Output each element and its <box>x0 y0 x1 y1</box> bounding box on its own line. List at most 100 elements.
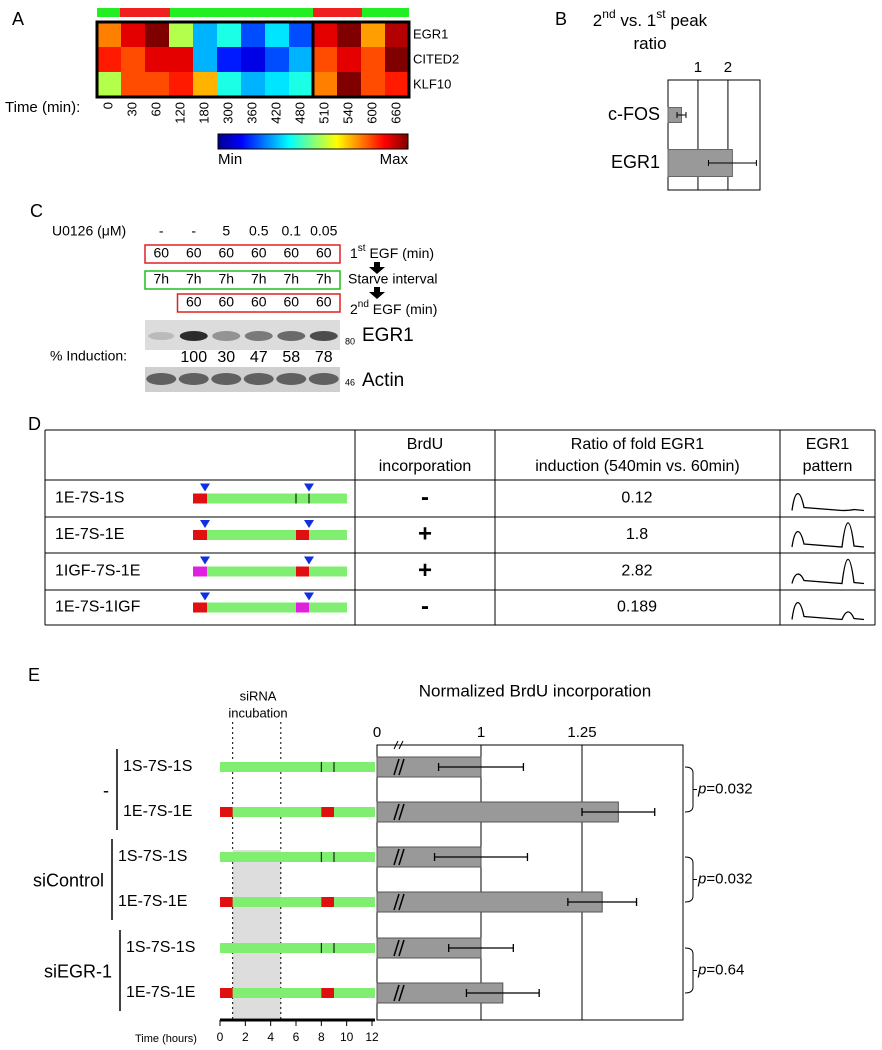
error-bar <box>437 763 525 771</box>
heatmap-cell <box>289 47 314 73</box>
size-marker: 80 <box>345 336 355 346</box>
induction-value: 30 <box>217 349 235 366</box>
column-header: BrdU <box>407 436 443 453</box>
heatmap-cell <box>97 22 122 48</box>
egf-time: 60 <box>186 245 202 261</box>
time-tick-label: 480 <box>292 102 307 124</box>
plot-frame <box>667 79 761 191</box>
egf-box <box>144 244 341 264</box>
blot-band <box>277 331 306 341</box>
schematic-pulse <box>193 530 207 540</box>
schematic-bar <box>193 530 347 540</box>
sample-marker <box>200 592 210 601</box>
brdu-sign: + <box>418 557 432 584</box>
egf-box <box>176 293 341 313</box>
brdu-sign: + <box>418 520 432 547</box>
row-label: 1S-7S-1S <box>123 758 192 775</box>
p-symbol: p <box>697 961 706 978</box>
axis-break <box>393 984 405 1002</box>
heatmap-cell <box>337 72 362 98</box>
heatmap-cell <box>385 72 410 98</box>
axis-break <box>393 740 404 750</box>
starve-label: Starve interval <box>348 271 437 287</box>
egr1-pattern <box>791 522 865 548</box>
axis-break <box>393 758 405 776</box>
incubation-label: siRNA <box>240 688 277 703</box>
x-tick-label: 0 <box>373 724 381 741</box>
induction-value: 58 <box>282 349 300 366</box>
colorbar <box>217 133 409 150</box>
dose-label: 0.1 <box>282 223 302 239</box>
heatmap-cell <box>121 72 146 98</box>
heatmap-cell <box>169 22 194 48</box>
text-part: nd <box>602 7 615 21</box>
heatmap-cell <box>361 22 386 48</box>
time-tick-label: 2 <box>242 1030 249 1044</box>
heatmap-cell <box>289 72 314 98</box>
panel-label: B <box>555 9 567 29</box>
column-header: pattern <box>803 458 853 475</box>
schematic-pulse <box>296 602 309 613</box>
dose-label: - <box>159 223 164 239</box>
sample-marker <box>200 556 210 565</box>
time-tick-label: 0 <box>217 1030 224 1044</box>
schematic-bar <box>193 493 347 504</box>
schematic-pulse <box>296 566 309 577</box>
heatmap-cell <box>313 47 338 73</box>
heatmap-cell <box>193 22 218 48</box>
arrow <box>369 262 385 274</box>
schematic-bar <box>220 943 375 953</box>
axis-break <box>393 939 405 957</box>
starve-time: 7h <box>283 271 299 287</box>
schematic-bar <box>220 988 375 998</box>
column-header: EGR1 <box>806 436 850 453</box>
schematic-bar <box>220 762 375 772</box>
group-label: siControl <box>33 870 104 890</box>
heatmap-cell <box>241 22 266 48</box>
time-tick-label: 120 <box>172 102 187 124</box>
x-tick-label: 1 <box>477 724 485 741</box>
heatmap-cell <box>361 47 386 73</box>
time-tick-label: 510 <box>316 102 331 124</box>
axis-break <box>393 893 405 911</box>
row-label: 1E-7S-1E <box>118 893 187 910</box>
blot-band <box>244 331 273 341</box>
egf-time: 60 <box>153 245 169 261</box>
row-name: 1IGF-7S-1E <box>55 563 140 580</box>
egr1-pattern <box>791 492 865 512</box>
time-tick-label: 60 <box>148 102 163 116</box>
text-part: EGF (min) <box>369 301 437 317</box>
sample-marker <box>304 592 314 601</box>
sample-marker <box>304 556 314 565</box>
text-part: peak <box>666 11 708 30</box>
time-tick-label: 660 <box>388 102 403 124</box>
blot-band <box>211 373 242 385</box>
row-label: 1S-7S-1S <box>118 848 187 865</box>
significance-bracket <box>684 766 697 813</box>
heatmap-cell <box>217 72 242 98</box>
ratio-value: 0.189 <box>617 599 657 616</box>
blot-band <box>148 332 175 340</box>
egf-time: 60 <box>251 245 267 261</box>
error-bar <box>448 944 514 952</box>
heatmap-cell <box>145 72 170 98</box>
egr1-pattern <box>791 558 865 585</box>
schematic-bar <box>220 807 375 817</box>
blot-band <box>146 373 177 385</box>
heatmap-cell <box>241 72 266 98</box>
text-part: 2 <box>350 301 358 317</box>
row-name: 1E-7S-1IGF <box>55 599 141 616</box>
blot <box>145 367 340 392</box>
egf-time: 60 <box>283 245 299 261</box>
heatmap-cell <box>313 72 338 98</box>
heatmap-cell <box>289 22 314 48</box>
time-tick-label: 10 <box>340 1030 354 1044</box>
p-value: p=0.64 <box>697 961 744 978</box>
egf-label: 1st EGF (min) <box>350 243 434 261</box>
incubation-label: incubation <box>228 705 287 720</box>
time-tick-label: 30 <box>124 102 139 116</box>
time-tick-label: 600 <box>364 102 379 124</box>
treatment-label: U0126 (μM) <box>52 223 126 239</box>
heatmap-cell <box>337 47 362 73</box>
p-symbol: p <box>697 870 706 887</box>
